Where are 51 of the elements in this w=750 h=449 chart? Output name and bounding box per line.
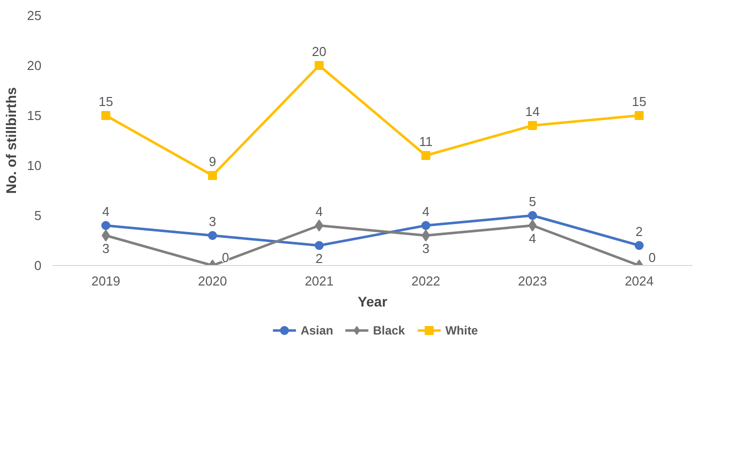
point: [101, 221, 110, 230]
point: [422, 230, 430, 242]
data-label: 3: [422, 241, 430, 256]
data-label: 2: [316, 251, 323, 266]
point: [315, 220, 324, 232]
data-label: 4: [316, 204, 323, 219]
point: [421, 151, 430, 160]
data-label: 0: [222, 250, 230, 265]
legend-label: White: [445, 324, 478, 338]
data-label: 4: [102, 204, 110, 219]
data-label: 4: [422, 204, 430, 219]
x-tick-label: 2023: [518, 274, 547, 288]
data-label: 15: [632, 94, 646, 109]
data-label: 11: [419, 134, 433, 149]
x-tick-label: 2024: [624, 274, 654, 288]
point: [102, 230, 110, 242]
data-label: 0: [648, 250, 656, 265]
x-tick-label: 2022: [411, 274, 440, 288]
data-label: 20: [312, 44, 326, 59]
y-tick-label: 5: [34, 208, 42, 223]
data-label: 9: [208, 154, 216, 169]
legend-label: Asian: [300, 324, 334, 338]
y-tick-label: 15: [27, 108, 42, 123]
y-tick-label: 10: [27, 158, 42, 173]
point: [314, 241, 324, 250]
point: [421, 221, 430, 230]
point: [314, 61, 324, 70]
x-axis-title: Year: [358, 294, 388, 310]
y-axis-title: No. of stillbirths: [3, 87, 20, 194]
point: [634, 241, 644, 250]
legend-label: Black: [372, 324, 406, 338]
y-tick-label: 25: [27, 8, 42, 23]
data-label: 3: [102, 241, 110, 256]
y-tick-label: 0: [34, 258, 42, 273]
data-label: 15: [98, 94, 114, 109]
point: [634, 111, 644, 120]
data-label: 2: [636, 224, 643, 239]
data-label: 4: [528, 231, 536, 246]
point: [528, 211, 537, 220]
point: [528, 121, 537, 130]
y-tick-label: 20: [27, 58, 42, 73]
data-label: 3: [208, 214, 216, 229]
point: [208, 231, 217, 240]
data-label: 14: [525, 104, 540, 119]
point: [528, 220, 537, 232]
x-tick-label: 2019: [91, 274, 120, 288]
x-tick-label: 2021: [304, 274, 334, 288]
point: [101, 111, 110, 120]
x-tick-label: 2020: [198, 274, 227, 288]
data-label: 5: [528, 194, 536, 209]
point: [208, 171, 217, 180]
